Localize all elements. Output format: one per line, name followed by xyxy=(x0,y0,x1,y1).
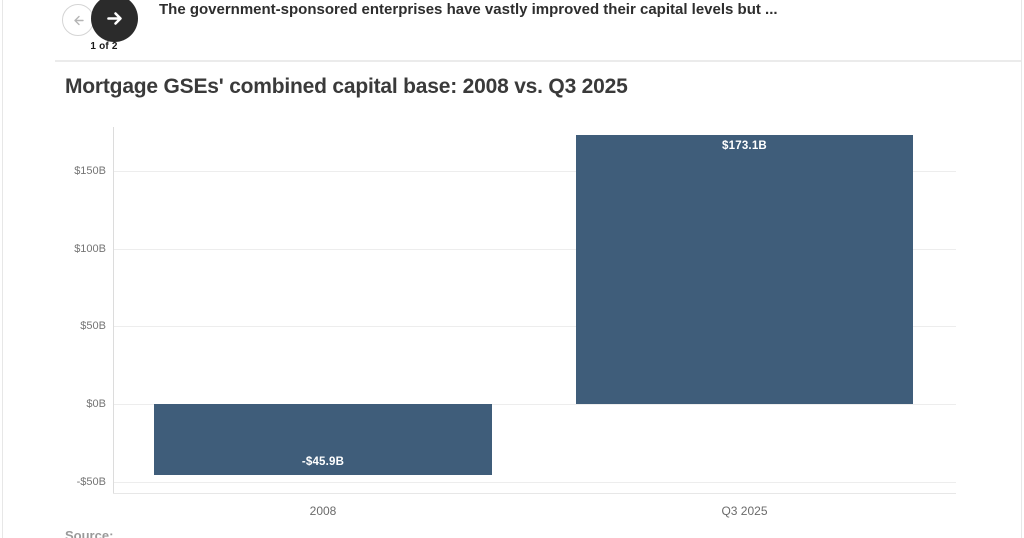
page-right-border xyxy=(1021,0,1022,538)
carousel-page-indicator: 1 of 2 xyxy=(90,41,118,52)
gridline xyxy=(113,326,956,327)
arrow-left-icon xyxy=(71,13,86,28)
bar-value-label: $173.1B xyxy=(722,140,767,152)
y-axis-line xyxy=(113,127,114,493)
source-line: Source: ... xyxy=(65,528,128,538)
bar-2008[interactable] xyxy=(154,404,492,475)
y-axis-tick-label: $50B xyxy=(80,320,106,332)
page-left-border xyxy=(2,0,3,538)
x-axis-line xyxy=(113,493,956,494)
x-axis-tick-label: 2008 xyxy=(309,504,337,518)
x-axis-tick-label: Q3 2025 xyxy=(721,504,768,518)
y-axis-tick-label: $150B xyxy=(74,165,106,177)
arrow-right-icon xyxy=(105,9,124,28)
gridline xyxy=(113,249,956,250)
gridline xyxy=(113,482,956,483)
bar-value-label: -$45.9B xyxy=(301,456,345,468)
gridline xyxy=(113,171,956,172)
y-axis-tick-label: $100B xyxy=(74,243,106,255)
carousel-next-button[interactable] xyxy=(91,0,138,42)
bar-q3-2025[interactable] xyxy=(576,135,913,404)
carousel-prev-button[interactable] xyxy=(62,4,94,36)
carousel-caption: The government-sponsored enterprises hav… xyxy=(159,1,778,18)
header-divider xyxy=(55,60,1021,62)
y-axis-tick-label: -$50B xyxy=(76,476,106,488)
chart-title: Mortgage GSEs' combined capital base: 20… xyxy=(65,75,628,98)
gridline xyxy=(113,404,956,405)
y-axis-tick-label: $0B xyxy=(86,398,106,410)
